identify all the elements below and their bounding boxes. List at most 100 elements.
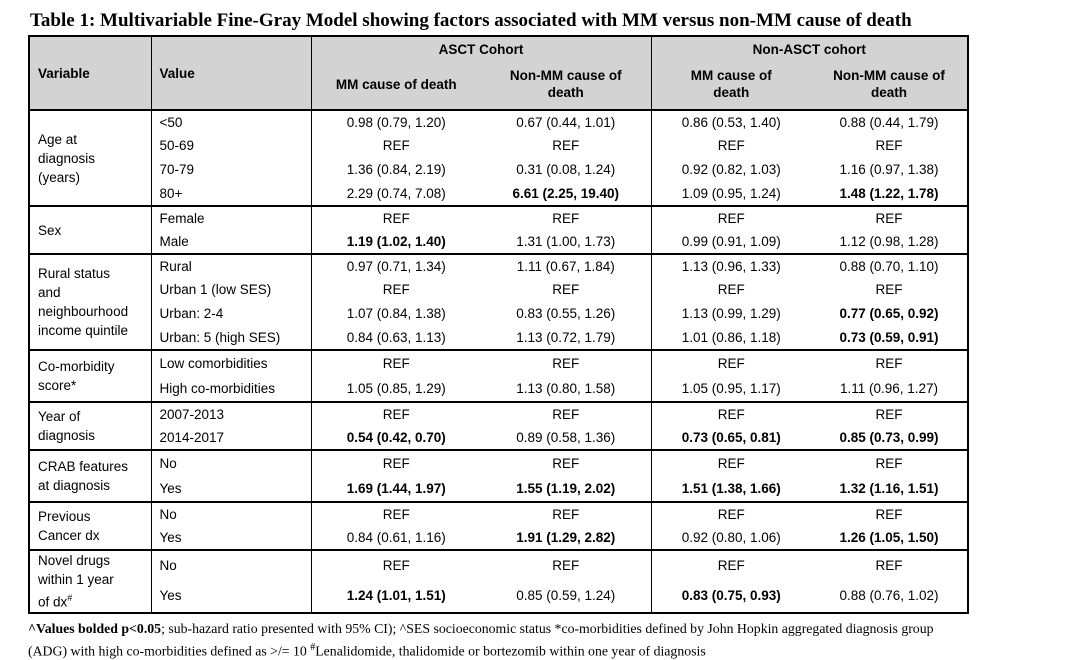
hazard-ratio-cell: 1.07 (0.84, 1.38) [311, 302, 481, 326]
hazard-ratio-cell: 1.05 (0.85, 1.29) [311, 376, 481, 402]
value-cell: Urban: 2-4 [151, 302, 311, 326]
ref-cell: REF [811, 402, 968, 426]
hazard-ratio-cell: 0.73 (0.65, 0.81) [651, 426, 811, 450]
table-row: 80+2.29 (0.74, 7.08)6.61 (2.25, 19.40)1.… [29, 182, 968, 206]
hazard-ratio-cell: 0.67 (0.44, 1.01) [481, 110, 651, 134]
value-cell: Urban 1 (low SES) [151, 278, 311, 302]
footnote-line: ^Values bolded p<0.05; sub-hazard ratio … [28, 619, 1068, 638]
hazard-ratio-cell: 1.55 (1.19, 2.02) [481, 476, 651, 502]
footnote-text: (ADG) with high co-morbidities defined a… [28, 643, 310, 658]
ref-cell: REF [481, 134, 651, 158]
hazard-ratio-cell: 1.69 (1.44, 1.97) [311, 476, 481, 502]
ref-cell: REF [651, 206, 811, 230]
ref-cell: REF [811, 502, 968, 526]
value-cell: No [151, 502, 311, 526]
hazard-ratio-cell: 1.11 (0.67, 1.84) [481, 254, 651, 278]
hazard-ratio-cell: 1.51 (1.38, 1.66) [651, 476, 811, 502]
hazard-ratio-cell: 1.36 (0.84, 2.19) [311, 158, 481, 182]
value-cell: No [151, 450, 311, 476]
hazard-ratio-cell: 1.12 (0.98, 1.28) [811, 230, 968, 254]
ref-cell: REF [311, 278, 481, 302]
value-cell: High co-morbidities [151, 376, 311, 402]
hazard-ratio-cell: 0.88 (0.76, 1.02) [811, 581, 968, 612]
hazard-ratio-cell: 1.19 (1.02, 1.40) [311, 230, 481, 254]
ref-cell: REF [481, 550, 651, 581]
ref-cell: REF [481, 450, 651, 476]
value-cell: 2007-2013 [151, 402, 311, 426]
hazard-ratio-cell: 1.11 (0.96, 1.27) [811, 376, 968, 402]
ref-cell: REF [311, 450, 481, 476]
value-cell: Yes [151, 581, 311, 612]
ref-cell: REF [651, 402, 811, 426]
ref-cell: REF [311, 550, 481, 581]
value-cell: 80+ [151, 182, 311, 206]
table-title: Table 1: Multivariable Fine-Gray Model s… [30, 10, 1080, 32]
hazard-ratio-cell: 1.13 (0.72, 1.79) [481, 326, 651, 350]
hazard-ratio-cell: 0.89 (0.58, 1.36) [481, 426, 651, 450]
value-cell: Yes [151, 526, 311, 550]
hazard-ratio-cell: 1.31 (1.00, 1.73) [481, 230, 651, 254]
table-row: Urban: 5 (high SES)0.84 (0.63, 1.13)1.13… [29, 326, 968, 350]
hazard-ratio-cell: 1.13 (0.99, 1.29) [651, 302, 811, 326]
hazard-ratio-cell: 0.83 (0.55, 1.26) [481, 302, 651, 326]
ref-cell: REF [811, 350, 968, 376]
variable-cell: Sex [29, 206, 151, 254]
hazard-ratio-cell: 0.97 (0.71, 1.34) [311, 254, 481, 278]
column-header-value: Value [151, 36, 311, 110]
ref-cell: REF [481, 278, 651, 302]
footnote-bold-text: ^Values bolded p<0.05 [28, 621, 161, 636]
value-cell: Yes [151, 476, 311, 502]
ref-cell: REF [651, 350, 811, 376]
column-header-asct-cohort: ASCT Cohort [311, 36, 651, 62]
footnote-line: (ADG) with high co-morbidities defined a… [28, 638, 1068, 660]
hazard-ratio-cell: 1.01 (0.86, 1.18) [651, 326, 811, 350]
value-cell: Rural [151, 254, 311, 278]
ref-cell: REF [651, 450, 811, 476]
ref-cell: REF [311, 502, 481, 526]
hazard-ratio-cell: 0.99 (0.91, 1.09) [651, 230, 811, 254]
hazard-ratio-cell: 1.05 (0.95, 1.17) [651, 376, 811, 402]
value-cell: 2014-2017 [151, 426, 311, 450]
hazard-ratio-cell: 0.77 (0.65, 0.92) [811, 302, 968, 326]
hazard-ratio-cell: 0.84 (0.61, 1.16) [311, 526, 481, 550]
value-cell: 50-69 [151, 134, 311, 158]
footnote-text: Lenalidomide, thalidomide or bortezomib … [315, 643, 705, 658]
ref-cell: REF [311, 134, 481, 158]
hazard-ratio-cell: 1.91 (1.29, 2.82) [481, 526, 651, 550]
ref-cell: REF [481, 502, 651, 526]
value-cell: Low comorbidities [151, 350, 311, 376]
ref-cell: REF [811, 450, 968, 476]
hazard-ratio-cell: 0.98 (0.79, 1.20) [311, 110, 481, 134]
ref-cell: REF [811, 206, 968, 230]
ref-cell: REF [811, 278, 968, 302]
fine-gray-model-table: Variable Value ASCT Cohort Non-ASCT coho… [28, 35, 969, 614]
hazard-ratio-cell: 1.13 (0.96, 1.33) [651, 254, 811, 278]
ref-cell: REF [481, 350, 651, 376]
ref-cell: REF [811, 134, 968, 158]
ref-cell: REF [311, 350, 481, 376]
hazard-ratio-cell: 0.88 (0.70, 1.10) [811, 254, 968, 278]
value-cell: <50 [151, 110, 311, 134]
ref-cell: REF [651, 502, 811, 526]
